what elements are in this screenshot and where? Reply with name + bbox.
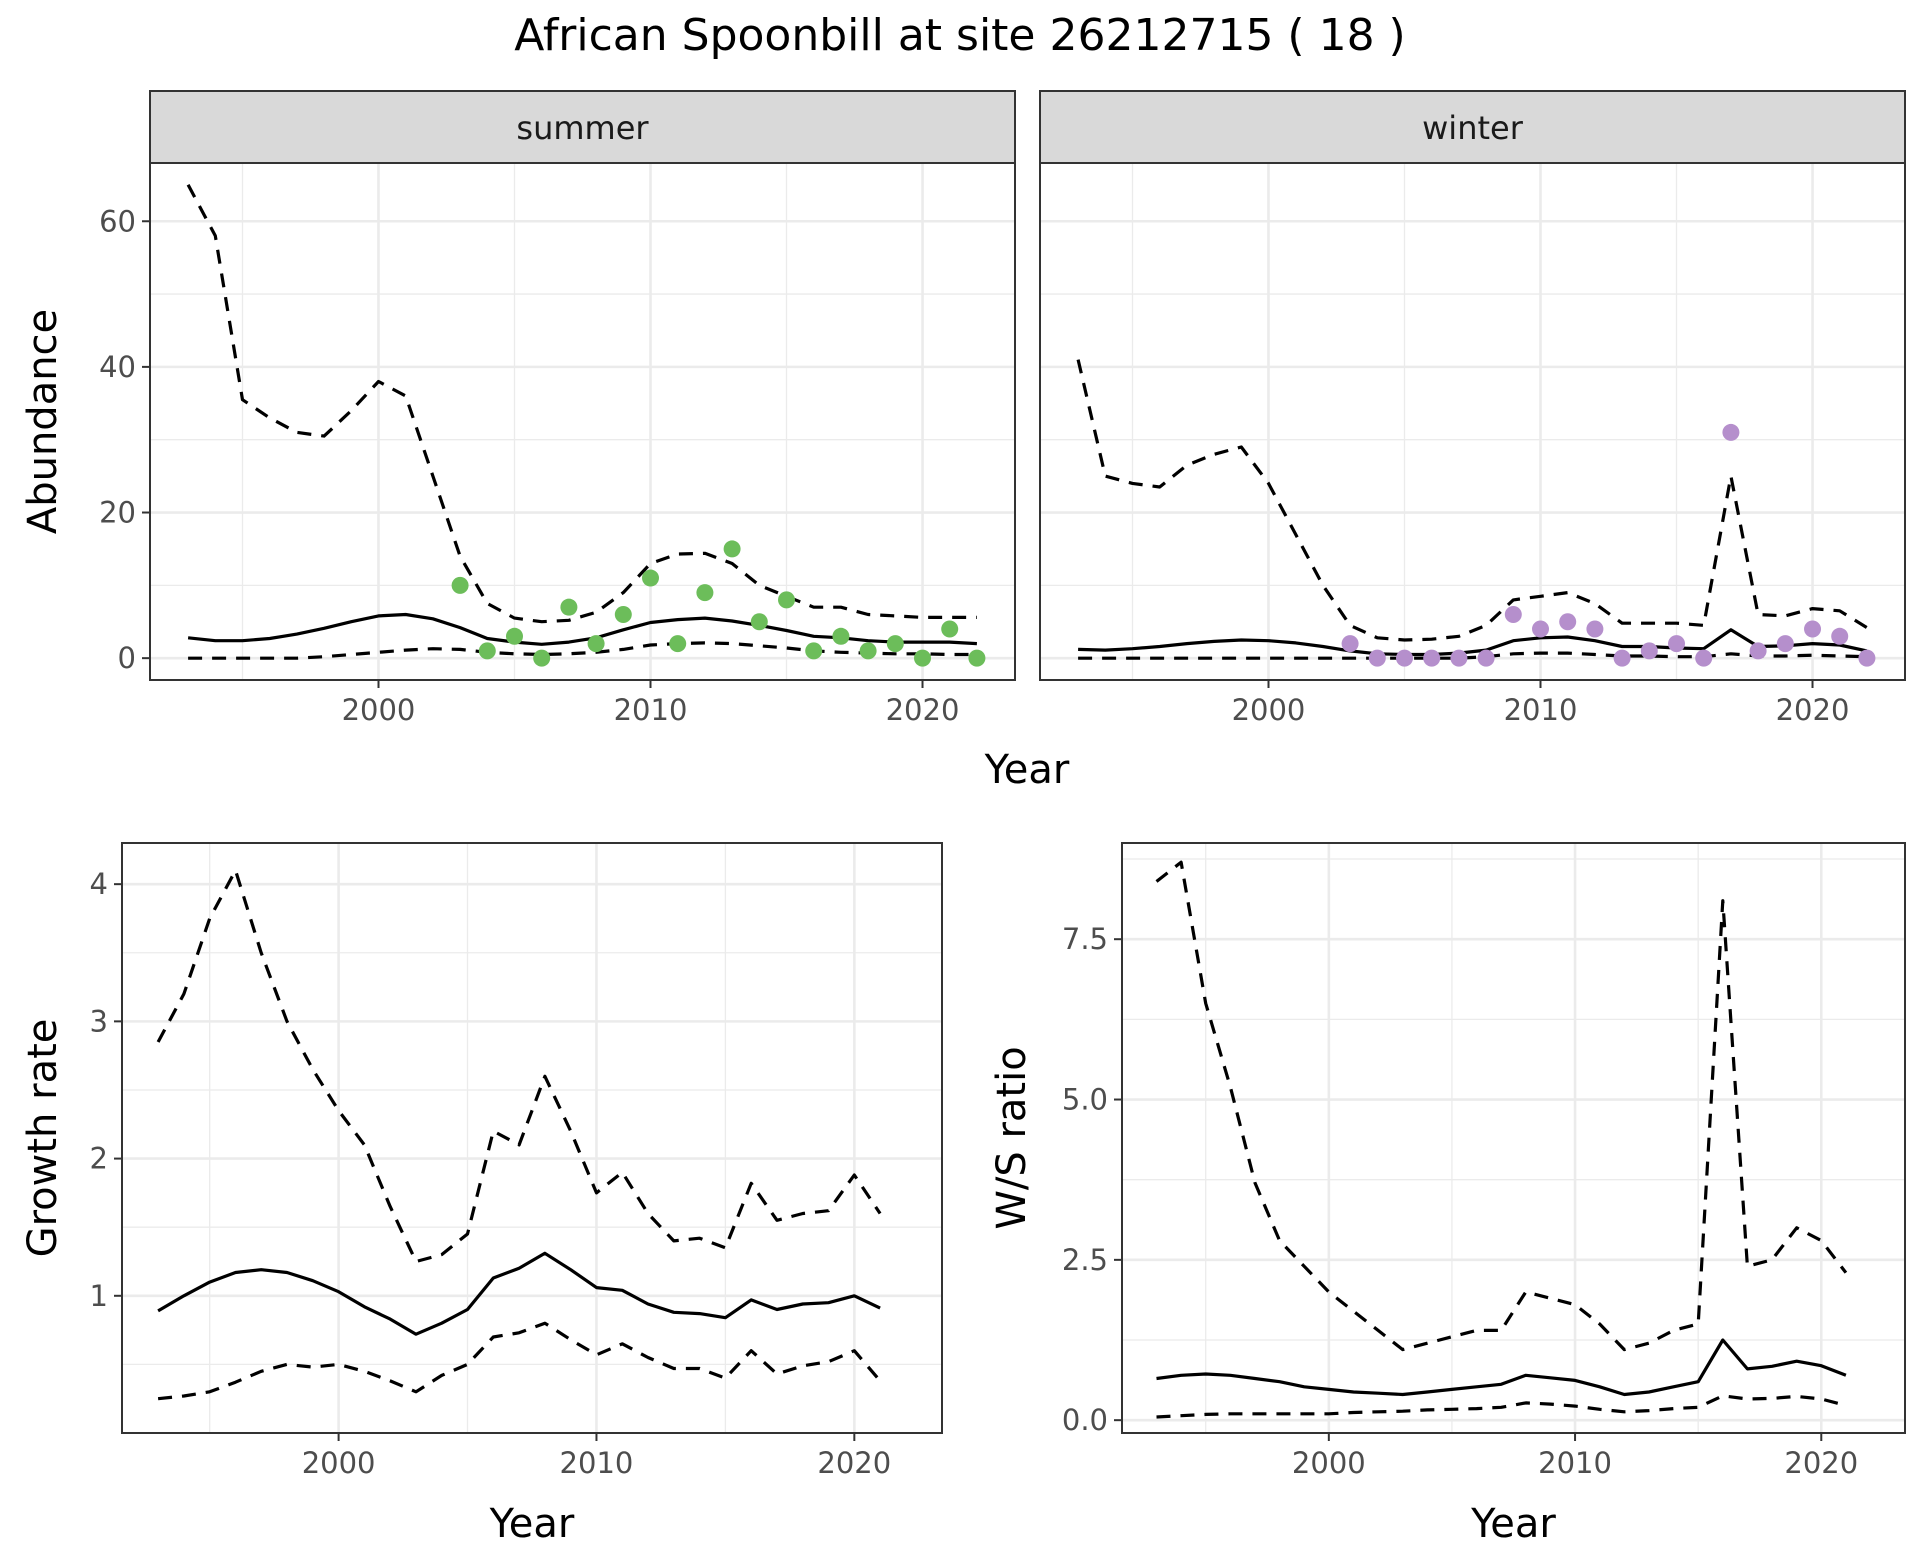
growth-rate-x-tick-label: 2000: [302, 1446, 376, 1480]
ws-ratio-x-axis-title: Year: [1470, 1501, 1556, 1547]
ws-ratio-panel: 2000 2010 2020 0.0 2.5 5.0 7.5: [1062, 842, 1906, 1480]
winter-observed-point: [1395, 649, 1413, 667]
abundance-x-axis-title: Year: [984, 747, 1070, 793]
winter-observed-point: [1504, 605, 1522, 623]
winter-observed-point: [1423, 649, 1441, 667]
summer-observed-point: [505, 627, 523, 645]
summer-observed-point: [642, 569, 660, 587]
growth-rate-y-tick-label: 1: [90, 1279, 108, 1313]
winter-observed-point: [1831, 627, 1849, 645]
summer-observed-point: [778, 591, 796, 609]
ws-ratio-y-tick-label: 7.5: [1062, 922, 1108, 956]
winter-observed-point: [1804, 620, 1822, 638]
summer-observed-point: [805, 642, 823, 660]
growth-rate-panel: 2000 2010 2020 1 2 3 4: [90, 842, 943, 1480]
ws-ratio-x-tick-label: 2010: [1538, 1446, 1612, 1480]
winter-lower-bound-line: [1078, 651, 1867, 660]
summer-observed-point: [968, 649, 986, 667]
ws-ratio-x-tick-label: 2020: [1784, 1446, 1858, 1480]
growth-rate-upper-bound-line: [156, 868, 882, 1264]
winter-observed-point: [1477, 649, 1495, 667]
winter-observed-point: [1341, 635, 1359, 653]
winter-observed-point: [1722, 423, 1740, 441]
summer-observed-point: [914, 649, 932, 667]
chart-title: African Spoonbill at site 26212715 ( 18 …: [514, 10, 1405, 61]
summer-observed-point: [696, 584, 714, 602]
ws-ratio-median-line: [1156, 1338, 1847, 1397]
ws-ratio-upper-bound-line: [1155, 860, 1848, 1352]
winter-strip: [1039, 90, 1906, 164]
summer-observed-point: [669, 635, 687, 653]
ws-ratio-y-tick-label: 5.0: [1062, 1083, 1108, 1117]
winter-panel: 2000 2010 2020 winter: [1039, 90, 1906, 727]
growth-rate-x-tick-label: 2010: [560, 1446, 634, 1480]
summer-observed-point: [750, 613, 768, 631]
summer-y-tick-label: 0: [118, 641, 136, 675]
growth-rate-background: [122, 843, 942, 1433]
winter-observed-point: [1368, 649, 1386, 667]
summer-observed-point: [859, 642, 877, 660]
growth-rate-x-tick-label: 2020: [817, 1446, 891, 1480]
summer-observed-point: [614, 605, 632, 623]
summer-observed-point: [533, 649, 551, 667]
summer-observed-point: [723, 540, 741, 558]
growth-rate-lower-bound-line: [157, 1321, 882, 1401]
ws-ratio-border: [1121, 842, 1906, 1434]
ws-ratio-y-axis-title: W/S ratio: [989, 1046, 1035, 1229]
ws-ratio-background: [1122, 843, 1905, 1433]
winter-observed-point: [1776, 635, 1794, 653]
growth-rate-y-tick-label: 2: [90, 1142, 108, 1176]
summer-panel: 2000 2010 2020 0 20 40 60 summer: [99, 90, 1016, 727]
winter-x-tick-label: 2020: [1776, 693, 1850, 727]
winter-median-line: [1078, 628, 1868, 657]
summer-observed-point: [886, 635, 904, 653]
summer-background: [150, 163, 1015, 680]
summer-x-tick-label: 2010: [614, 693, 688, 727]
summer-strip-label: summer: [516, 109, 649, 147]
summer-x-tick-label: 2020: [886, 693, 960, 727]
summer-observed-point: [587, 635, 605, 653]
summer-y-tick-label: 40: [99, 350, 136, 384]
chart-panels: 2000 2010 2020 0 20 40 60 summer 2000 2010 2020 win…: [20, 90, 1906, 1547]
winter-upper-bound-line: [1076, 359, 1868, 642]
summer-lower-bound-line: [188, 641, 977, 660]
ws-ratio-y-tick-label: 2.5: [1062, 1243, 1108, 1277]
growth-rate-y-tick-label: 4: [90, 867, 108, 901]
summer-observed-point: [832, 627, 850, 645]
winter-observed-point: [1668, 635, 1686, 653]
summer-upper-bound-line: [186, 184, 977, 624]
winter-observed-point: [1695, 649, 1713, 667]
summer-y-tick-label: 60: [99, 204, 136, 238]
summer-observed-point: [478, 642, 496, 660]
summer-observed-point: [941, 620, 959, 638]
growth-rate-x-axis-title: Year: [489, 1501, 575, 1547]
winter-x-tick-label: 2010: [1504, 693, 1578, 727]
summer-y-tick-label: 20: [99, 496, 136, 530]
winter-observed-point: [1613, 649, 1631, 667]
winter-observed-point: [1586, 620, 1604, 638]
winter-x-tick-label: 2000: [1232, 693, 1306, 727]
ws-ratio-lower-bound-line: [1156, 1394, 1847, 1419]
winter-observed-point: [1858, 649, 1876, 667]
winter-observed-point: [1749, 642, 1767, 660]
ws-ratio-x-tick-label: 2000: [1292, 1446, 1366, 1480]
growth-rate-median-line: [157, 1251, 881, 1336]
summer-x-tick-label: 2000: [342, 693, 416, 727]
growth-rate-border: [121, 842, 943, 1434]
winter-strip-label: winter: [1422, 109, 1524, 147]
ws-ratio-y-tick-label: 0.0: [1062, 1403, 1108, 1437]
growth-rate-y-tick-label: 3: [90, 1004, 108, 1038]
winter-observed-point: [1450, 649, 1468, 667]
winter-observed-point: [1559, 613, 1577, 631]
winter-background: [1040, 163, 1905, 680]
abundance-y-axis-title: Abundance: [20, 309, 66, 534]
winter-observed-point: [1532, 620, 1550, 638]
growth-rate-y-axis-title: Growth rate: [20, 1019, 66, 1258]
summer-strip: [149, 90, 1016, 164]
winter-observed-point: [1640, 642, 1658, 660]
summer-observed-point: [560, 598, 578, 616]
summer-observed-point: [451, 576, 469, 594]
